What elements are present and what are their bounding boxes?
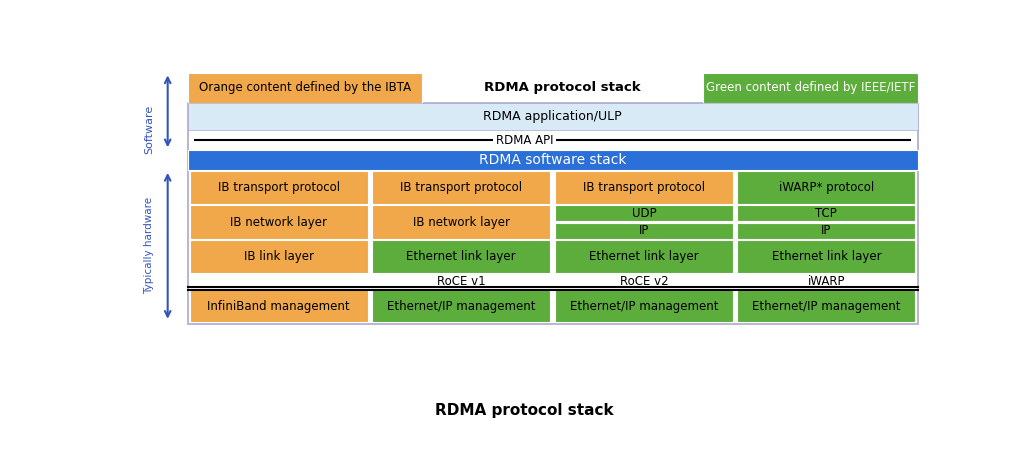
Text: RDMA application/ULP: RDMA application/ULP: [483, 110, 622, 123]
Text: IB transport protocol: IB transport protocol: [218, 181, 340, 194]
FancyBboxPatch shape: [187, 103, 918, 324]
FancyBboxPatch shape: [187, 103, 918, 130]
Text: Ethernet link layer: Ethernet link layer: [589, 250, 698, 263]
Text: iWARP* protocol: iWARP* protocol: [778, 181, 874, 194]
FancyBboxPatch shape: [737, 205, 915, 221]
Text: IB network layer: IB network layer: [413, 216, 510, 228]
Text: IP: IP: [639, 224, 649, 237]
FancyBboxPatch shape: [189, 171, 368, 204]
FancyBboxPatch shape: [555, 290, 733, 322]
FancyBboxPatch shape: [189, 240, 368, 273]
Text: RoCE v1: RoCE v1: [437, 274, 485, 287]
FancyBboxPatch shape: [555, 240, 733, 273]
Text: RDMA protocol stack: RDMA protocol stack: [435, 403, 614, 418]
Text: RDMA software stack: RDMA software stack: [479, 153, 627, 167]
Text: IB transport protocol: IB transport protocol: [583, 181, 705, 194]
FancyBboxPatch shape: [373, 171, 550, 204]
FancyBboxPatch shape: [737, 240, 915, 273]
FancyBboxPatch shape: [737, 223, 915, 239]
Text: IB network layer: IB network layer: [230, 216, 328, 228]
FancyBboxPatch shape: [373, 240, 550, 273]
Text: Ethernet link layer: Ethernet link layer: [771, 250, 882, 263]
Text: TCP: TCP: [815, 207, 838, 220]
FancyBboxPatch shape: [555, 223, 733, 239]
Text: RoCE v2: RoCE v2: [620, 274, 668, 287]
Text: iWARP: iWARP: [808, 274, 845, 287]
FancyBboxPatch shape: [555, 205, 733, 221]
Text: RDMA protocol stack: RDMA protocol stack: [484, 82, 641, 94]
Text: InfiniBand management: InfiniBand management: [208, 300, 350, 312]
Text: Ethernet/IP management: Ethernet/IP management: [752, 300, 901, 312]
Text: Software: Software: [144, 105, 155, 154]
Text: Typically hardware: Typically hardware: [144, 197, 155, 295]
FancyBboxPatch shape: [187, 73, 422, 103]
FancyBboxPatch shape: [189, 205, 368, 239]
FancyBboxPatch shape: [737, 171, 915, 204]
FancyBboxPatch shape: [555, 171, 733, 204]
FancyBboxPatch shape: [373, 205, 550, 239]
Text: Ethernet/IP management: Ethernet/IP management: [387, 300, 536, 312]
Text: RDMA API: RDMA API: [496, 134, 554, 147]
Text: IB link layer: IB link layer: [244, 250, 313, 263]
FancyBboxPatch shape: [373, 290, 550, 322]
Text: Orange content defined by the IBTA: Orange content defined by the IBTA: [199, 82, 411, 94]
FancyBboxPatch shape: [189, 290, 368, 322]
Text: Ethernet link layer: Ethernet link layer: [407, 250, 516, 263]
FancyBboxPatch shape: [187, 150, 918, 170]
FancyBboxPatch shape: [703, 73, 918, 103]
Text: IP: IP: [821, 224, 831, 237]
Text: Green content defined by IEEE/IETF: Green content defined by IEEE/IETF: [706, 82, 915, 94]
Text: IB transport protocol: IB transport protocol: [400, 181, 522, 194]
Text: UDP: UDP: [632, 207, 656, 220]
FancyBboxPatch shape: [737, 290, 915, 322]
Text: Ethernet/IP management: Ethernet/IP management: [569, 300, 718, 312]
